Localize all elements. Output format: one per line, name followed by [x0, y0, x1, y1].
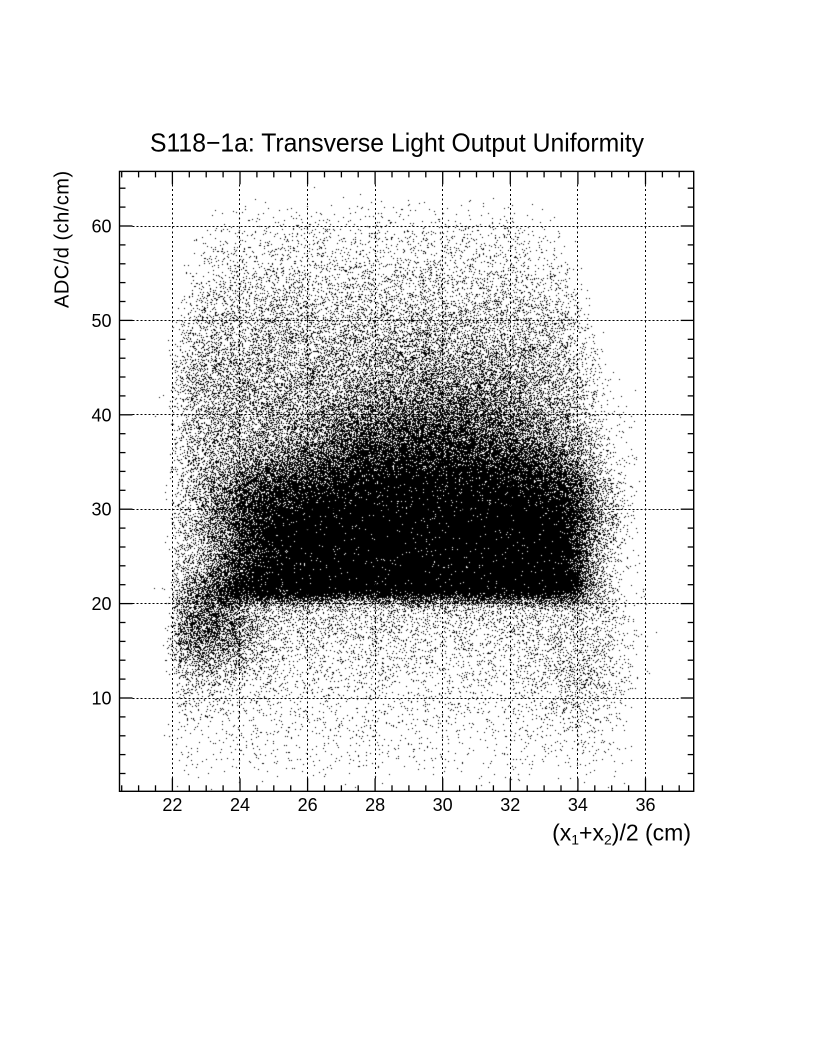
svg-text:ADC/d (ch/cm): ADC/d (ch/cm)	[52, 170, 74, 308]
svg-text:36: 36	[635, 795, 655, 815]
svg-text:50: 50	[91, 311, 111, 331]
svg-text:30: 30	[91, 500, 111, 520]
svg-text:26: 26	[298, 795, 318, 815]
svg-text:34: 34	[568, 795, 588, 815]
svg-text:22: 22	[162, 795, 182, 815]
svg-text:40: 40	[91, 405, 111, 425]
svg-text:24: 24	[230, 795, 250, 815]
svg-text:28: 28	[365, 795, 385, 815]
svg-text:60: 60	[91, 217, 111, 237]
svg-text:(x1+x2)/2 (cm): (x1+x2)/2 (cm)	[552, 820, 691, 848]
svg-text:S118−1a: Transverse Light Outp: S118−1a: Transverse Light Output Uniform…	[150, 127, 644, 157]
svg-text:10: 10	[91, 689, 111, 709]
svg-text:20: 20	[91, 594, 111, 614]
svg-text:32: 32	[500, 795, 520, 815]
svg-text:30: 30	[433, 795, 453, 815]
